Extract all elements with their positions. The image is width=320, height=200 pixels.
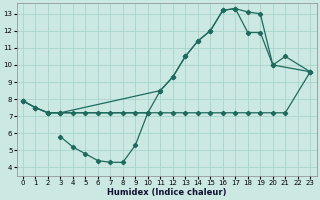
X-axis label: Humidex (Indice chaleur): Humidex (Indice chaleur)	[107, 188, 226, 197]
